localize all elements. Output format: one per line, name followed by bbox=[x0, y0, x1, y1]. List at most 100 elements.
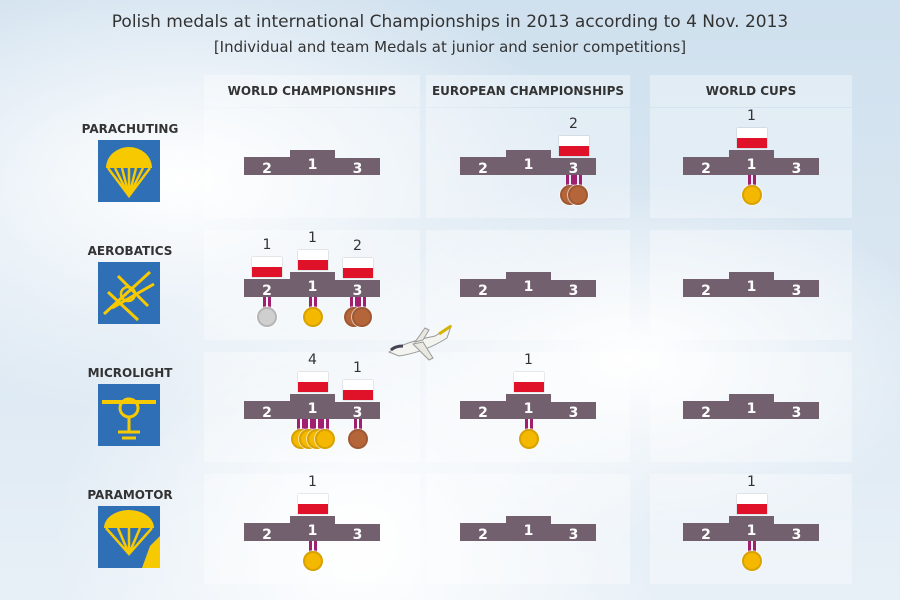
ribbon bbox=[349, 297, 358, 308]
medal-first bbox=[314, 429, 335, 449]
podium-step-first: 1 bbox=[290, 394, 335, 419]
polish-flag-icon bbox=[342, 380, 373, 400]
podium-step-second: 2 bbox=[683, 401, 729, 421]
podium-step-second: 2 bbox=[244, 157, 290, 177]
ribbon bbox=[524, 419, 533, 430]
polish-flag-icon bbox=[342, 258, 373, 278]
parachute-icon bbox=[98, 140, 160, 202]
medal-first bbox=[741, 551, 762, 571]
aerobatic-plane-icon bbox=[98, 262, 160, 324]
polish-flag-icon bbox=[558, 136, 589, 156]
polish-flag-icon bbox=[736, 494, 767, 514]
polish-flag-icon bbox=[513, 372, 544, 392]
podium-step-third: 3 bbox=[551, 280, 596, 299]
podium-step-first: 1 bbox=[506, 394, 551, 419]
ribbon bbox=[304, 419, 313, 430]
podium-step-third: 3 bbox=[774, 158, 819, 177]
podium-step-third: 3 bbox=[551, 524, 596, 543]
podium-step-second: 2 bbox=[683, 157, 729, 177]
medal-count-first: 1 bbox=[747, 474, 756, 490]
medal-third bbox=[347, 429, 368, 449]
row-label: MICROLIGHT bbox=[87, 366, 173, 380]
ribbon bbox=[263, 297, 271, 308]
medal-first bbox=[302, 307, 323, 327]
medal-count-third: 2 bbox=[353, 238, 362, 254]
podium-step-third: 3 bbox=[335, 158, 380, 177]
podium-step-second: 2 bbox=[460, 401, 506, 421]
polish-flag-icon bbox=[252, 257, 282, 277]
medal-count-third: 2 bbox=[569, 116, 578, 132]
microlight-icon bbox=[98, 384, 160, 446]
medal-first bbox=[518, 429, 539, 449]
column-header-european-championships: EUROPEAN CHAMPIONSHIPS bbox=[426, 75, 630, 107]
medal-third bbox=[351, 307, 372, 327]
podium-step-third: 3 bbox=[774, 524, 819, 543]
podium-step-first: 1 bbox=[290, 272, 335, 297]
podium-step-second: 2 bbox=[460, 157, 506, 177]
row-label: PARACHUTING bbox=[81, 122, 179, 136]
podium-step-first: 1 bbox=[506, 272, 551, 297]
ribbon bbox=[573, 175, 582, 186]
polish-flag-icon bbox=[297, 494, 328, 514]
podium-step-third: 3 bbox=[774, 280, 819, 299]
medal-third bbox=[567, 185, 588, 205]
podium-step-first: 1 bbox=[729, 150, 774, 175]
podium-step-first: 1 bbox=[506, 150, 551, 175]
podium-step-second: 2 bbox=[244, 523, 290, 543]
ribbon bbox=[565, 175, 574, 186]
title: Polish medals at international Champions… bbox=[111, 12, 789, 32]
row-label: PARAMOTOR bbox=[87, 488, 173, 502]
podium-step-second: 2 bbox=[683, 279, 729, 299]
subtitle: [Individual and team Medals at junior an… bbox=[213, 38, 687, 56]
podium-step-first: 1 bbox=[729, 394, 774, 419]
ribbon bbox=[357, 297, 366, 308]
ribbon bbox=[308, 297, 317, 308]
podium-step-second: 2 bbox=[460, 523, 506, 543]
podium-step-third: 3 bbox=[335, 524, 380, 543]
podium-step-third: 3 bbox=[551, 402, 596, 421]
ribbon bbox=[296, 419, 305, 430]
podium-step-first: 1 bbox=[729, 516, 774, 541]
ribbon bbox=[312, 419, 321, 430]
podium-step-second: 2 bbox=[244, 401, 290, 421]
ribbon bbox=[353, 419, 362, 430]
podium-step-first: 1 bbox=[729, 272, 774, 297]
podium-step-third: 3 bbox=[551, 158, 596, 177]
medal-count-first: 1 bbox=[747, 108, 756, 124]
medal-count-third: 1 bbox=[353, 360, 362, 376]
ribbon bbox=[747, 175, 756, 186]
medal-second bbox=[257, 307, 277, 327]
paramotor-icon bbox=[98, 506, 160, 568]
podium-step-second: 2 bbox=[460, 279, 506, 299]
row-label: AEROBATICS bbox=[87, 244, 173, 258]
polish-flag-icon bbox=[297, 250, 328, 270]
column-header-world-cups: WORLD CUPS bbox=[650, 75, 852, 107]
ribbon bbox=[320, 419, 329, 430]
polish-flag-icon bbox=[736, 128, 767, 148]
ribbon bbox=[747, 541, 756, 552]
podium-step-second: 2 bbox=[244, 279, 290, 299]
medal-count-first: 1 bbox=[308, 230, 317, 246]
